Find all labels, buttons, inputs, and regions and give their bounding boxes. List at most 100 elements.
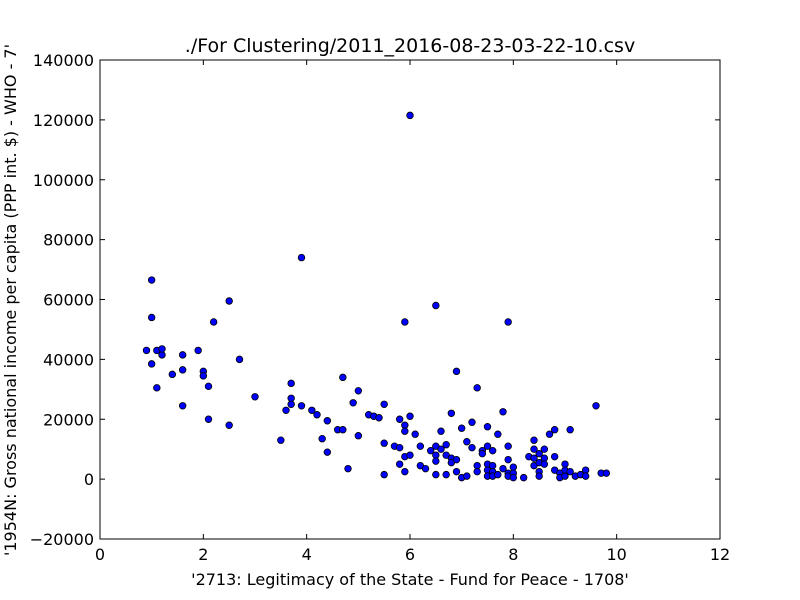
data-point xyxy=(478,449,487,458)
data-point xyxy=(483,442,492,450)
data-point xyxy=(199,372,208,380)
x-tick-label: 8 xyxy=(508,545,518,564)
data-point xyxy=(313,411,321,419)
data-point xyxy=(494,470,502,479)
data-point xyxy=(530,445,538,453)
data-point xyxy=(432,470,440,479)
y-axis-title: '1954N: Gross national income per capita… xyxy=(1,44,20,556)
data-point xyxy=(147,276,156,284)
data-point xyxy=(225,421,233,429)
data-point xyxy=(499,408,507,416)
data-point xyxy=(494,430,502,438)
data-point xyxy=(432,301,440,310)
data-point xyxy=(426,446,435,455)
data-point xyxy=(530,436,538,444)
x-tick-label: 0 xyxy=(95,545,105,564)
data-point xyxy=(592,402,600,410)
data-point xyxy=(318,435,326,443)
data-point xyxy=(545,430,554,438)
data-point xyxy=(581,472,590,480)
data-point xyxy=(437,445,445,453)
tick-layer: 0 2 4 6 8 10 12−200000200004000060000800001000… xyxy=(30,51,730,564)
data-point xyxy=(287,379,295,388)
data-point xyxy=(153,384,161,392)
y-tick-label: 60000 xyxy=(43,291,94,310)
data-point xyxy=(380,470,388,479)
data-point xyxy=(401,427,409,435)
data-point xyxy=(530,454,538,462)
data-point xyxy=(550,452,559,461)
data-point xyxy=(147,360,156,368)
data-point xyxy=(380,439,388,447)
y-tick-label: 140000 xyxy=(33,51,94,70)
chart-title: ./For Clustering/2011_2016-08-23-03-22-1… xyxy=(185,35,635,57)
data-point xyxy=(395,443,404,452)
x-axis-title: '2713: Legitimacy of the State - Fund fo… xyxy=(191,570,629,589)
data-point xyxy=(401,467,409,476)
y-tick-label: 20000 xyxy=(43,410,94,429)
data-point xyxy=(504,455,512,464)
data-point xyxy=(158,345,166,353)
data-point xyxy=(488,446,497,455)
y-tick-label: 40000 xyxy=(43,350,94,369)
data-point xyxy=(344,464,352,473)
data-point xyxy=(483,423,492,431)
data-point xyxy=(354,387,363,395)
data-point xyxy=(535,472,543,480)
data-point xyxy=(468,443,476,452)
data-point xyxy=(339,426,347,434)
data-point xyxy=(452,367,461,376)
data-point xyxy=(147,313,156,322)
data-point xyxy=(535,449,543,458)
data-point xyxy=(540,445,549,453)
data-point xyxy=(354,432,363,440)
data-point xyxy=(561,472,569,480)
x-tick-label: 12 xyxy=(710,545,730,564)
data-point xyxy=(406,412,414,420)
data-point xyxy=(251,393,259,401)
data-point xyxy=(457,424,466,432)
data-point xyxy=(178,402,187,410)
data-point xyxy=(499,464,507,473)
data-point xyxy=(509,473,518,482)
data-point xyxy=(323,448,332,456)
data-point xyxy=(504,442,512,450)
data-point xyxy=(323,417,332,425)
data-point xyxy=(566,467,574,476)
y-tick-label: 100000 xyxy=(33,171,94,190)
data-point xyxy=(421,464,430,473)
data-point xyxy=(463,438,471,446)
data-point xyxy=(566,426,574,434)
y-tick-label: −20000 xyxy=(30,530,94,549)
y-tick-label: 0 xyxy=(84,470,94,489)
data-point xyxy=(235,355,244,364)
data-point xyxy=(349,399,357,407)
data-point xyxy=(380,400,388,408)
data-point xyxy=(168,370,177,379)
data-point xyxy=(463,472,471,480)
data-point xyxy=(468,418,476,426)
data-point xyxy=(308,406,316,414)
data-point xyxy=(550,426,559,434)
data-point xyxy=(432,457,440,465)
data-point xyxy=(178,366,187,374)
data-point xyxy=(442,470,450,479)
points-layer xyxy=(142,111,611,482)
data-point xyxy=(452,467,461,476)
data-point xyxy=(209,318,218,326)
data-point xyxy=(204,415,213,423)
data-point xyxy=(406,451,414,459)
data-point xyxy=(452,455,461,464)
data-point xyxy=(225,297,233,305)
y-tick-label: 80000 xyxy=(43,231,94,250)
data-point xyxy=(473,384,481,392)
data-point xyxy=(282,406,290,414)
data-point xyxy=(540,460,549,468)
data-point xyxy=(395,460,404,468)
x-tick-label: 2 xyxy=(198,545,208,564)
data-point xyxy=(401,318,409,326)
data-point xyxy=(277,436,285,444)
data-point xyxy=(297,402,306,410)
data-point xyxy=(375,414,383,422)
